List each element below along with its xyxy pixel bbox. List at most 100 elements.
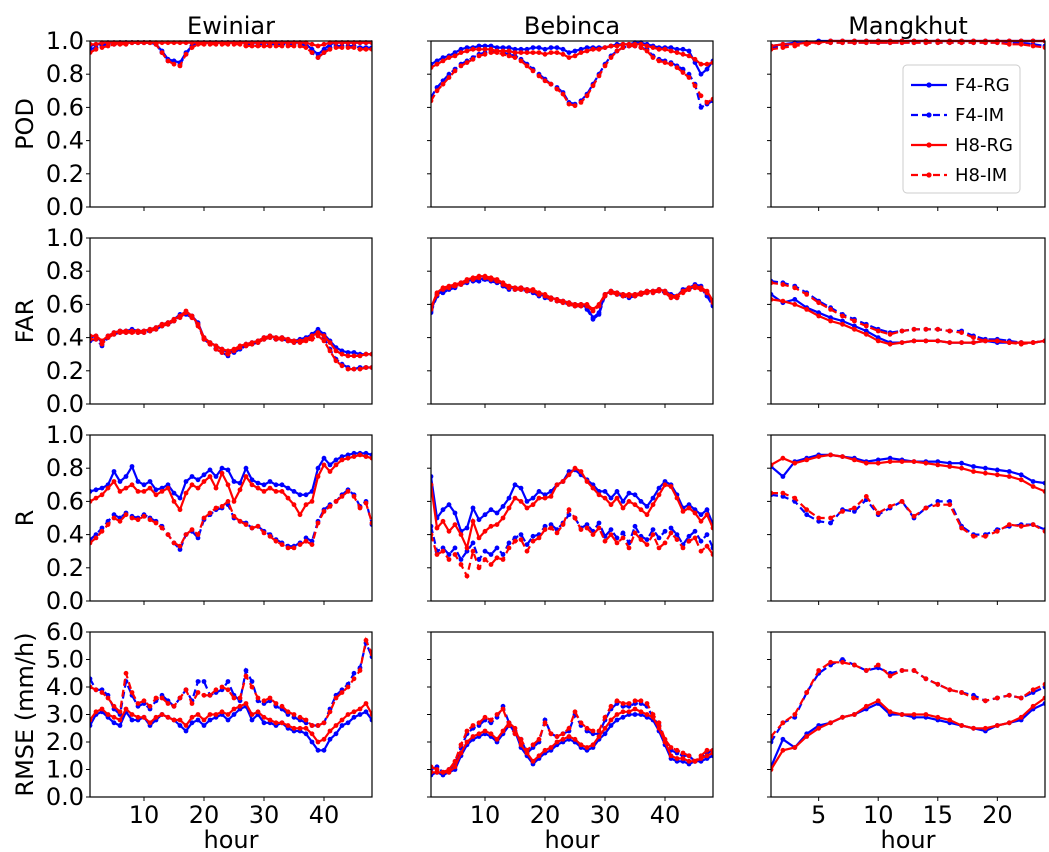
panel-frame — [430, 631, 714, 798]
data-point-f4-rg — [947, 460, 953, 466]
data-point-h8-rg — [572, 736, 578, 742]
data-point-h8-rg — [243, 474, 249, 479]
data-point-f4-rg — [93, 487, 99, 493]
data-point-h8-im — [518, 537, 524, 542]
data-point-h8-im — [680, 70, 686, 75]
data-point-h8-im — [863, 494, 869, 499]
data-point-h8-im — [321, 720, 327, 726]
data-point-h8-rg — [602, 495, 608, 501]
data-point-h8-rg — [994, 472, 1000, 478]
data-point-h8-rg — [638, 507, 644, 513]
data-point-f4-rg — [201, 472, 207, 478]
data-point-h8-im — [680, 750, 686, 756]
data-point-h8-rg — [315, 330, 321, 335]
data-point-h8-im — [554, 530, 560, 536]
data-point-h8-rg — [93, 709, 99, 715]
series-h8-rg — [771, 452, 1045, 494]
data-point-f4-rg — [530, 45, 536, 50]
data-point-h8-rg — [816, 454, 822, 459]
data-point-h8-im — [153, 695, 159, 701]
series-h8-im — [771, 490, 1045, 539]
data-point-h8-rg — [141, 489, 147, 494]
panel-mangkhut-far — [767, 237, 1046, 408]
data-point-h8-im — [476, 565, 482, 571]
data-point-h8-im — [345, 45, 351, 50]
data-point-h8-im — [698, 287, 704, 292]
data-point-h8-rg — [524, 50, 530, 55]
data-point-h8-im — [147, 328, 153, 334]
data-point-h8-rg — [273, 720, 279, 726]
data-point-h8-im — [309, 542, 315, 547]
data-point-h8-im — [548, 81, 554, 87]
data-point-h8-im — [614, 48, 620, 54]
data-point-f4-im — [464, 548, 470, 554]
data-point-f4-im — [351, 670, 357, 676]
data-point-h8-im — [201, 515, 207, 521]
data-point-h8-im — [792, 43, 798, 49]
data-point-h8-rg — [947, 464, 953, 469]
data-point-h8-im — [99, 341, 105, 347]
data-point-h8-im — [662, 540, 668, 546]
data-point-f4-rg — [333, 457, 339, 463]
y-tick-label: 0.6 — [46, 290, 84, 318]
data-point-h8-im — [273, 701, 279, 706]
data-point-h8-rg — [680, 756, 686, 761]
data-point-f4-rg — [363, 709, 369, 715]
panel-ewiniar-rmse-mm-h: 0.01.02.03.04.05.06.0 10 20 30 40 RMSE (mm/h) — [11, 618, 373, 829]
data-point-h8-im — [363, 46, 369, 52]
column-title-mangkhut: Mangkhut — [848, 12, 968, 40]
data-point-h8-im — [249, 43, 255, 49]
data-point-h8-rg — [792, 745, 798, 750]
data-point-h8-im — [1030, 340, 1036, 345]
data-point-f4-im — [440, 290, 446, 296]
data-point-h8-rg — [219, 709, 225, 715]
data-point-h8-im — [590, 308, 596, 314]
data-point-f4-rg — [327, 462, 333, 468]
data-point-h8-im — [524, 747, 530, 753]
data-point-h8-rg — [327, 340, 333, 345]
data-point-f4-im — [686, 533, 692, 539]
data-point-h8-rg — [476, 731, 482, 737]
data-point-h8-im — [644, 701, 650, 706]
data-point-h8-im — [994, 528, 1000, 534]
data-point-f4-rg — [852, 323, 857, 329]
y-tick-label: 0.4 — [46, 324, 84, 352]
data-point-h8-im — [297, 43, 303, 49]
data-point-h8-rg — [608, 717, 614, 723]
data-point-h8-rg — [309, 41, 315, 47]
data-point-h8-im — [285, 545, 291, 551]
data-point-h8-rg — [518, 499, 524, 504]
data-point-f4-im — [446, 552, 452, 557]
data-point-h8-im — [177, 695, 183, 701]
data-point-h8-im — [656, 58, 662, 64]
data-point-h8-im — [339, 494, 345, 499]
data-point-h8-rg — [291, 502, 297, 508]
data-point-h8-rg — [816, 725, 822, 731]
data-point-h8-rg — [899, 459, 905, 464]
data-point-h8-im — [494, 50, 500, 55]
data-point-h8-im — [452, 283, 458, 289]
data-point-h8-rg — [273, 489, 279, 494]
x-tick-label: 5 — [811, 801, 826, 829]
data-point-h8-im — [273, 336, 279, 342]
data-point-f4-rg — [285, 485, 291, 491]
data-point-h8-im — [602, 714, 608, 720]
data-point-h8-rg — [911, 459, 917, 464]
data-point-h8-im — [105, 695, 111, 701]
data-point-h8-im — [644, 48, 650, 54]
data-point-h8-im — [698, 753, 704, 759]
data-point-h8-rg — [524, 505, 530, 511]
data-point-h8-im — [674, 537, 680, 542]
data-point-h8-im — [686, 287, 692, 292]
data-point-f4-rg — [602, 489, 608, 494]
series-h8-im — [90, 310, 372, 372]
data-point-h8-im — [686, 753, 692, 759]
data-point-h8-rg — [852, 326, 857, 332]
data-point-f4-rg — [219, 465, 225, 471]
data-point-h8-im — [279, 336, 285, 342]
data-point-h8-im — [596, 728, 602, 734]
data-point-h8-rg — [542, 747, 548, 753]
data-point-h8-im — [524, 288, 530, 294]
data-point-h8-im — [195, 323, 201, 329]
data-point-f4-im — [852, 509, 857, 514]
